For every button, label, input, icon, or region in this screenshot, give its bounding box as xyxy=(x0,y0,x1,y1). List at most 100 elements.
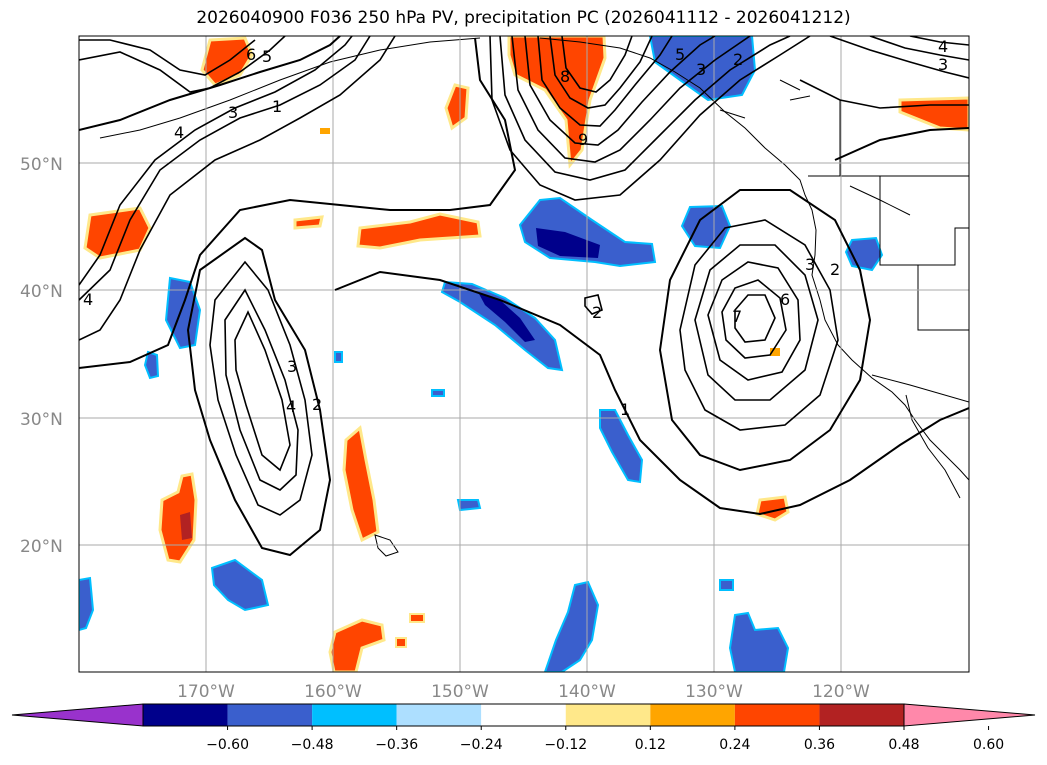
pv-contour-4 xyxy=(707,261,801,381)
pv-contour-2-small xyxy=(584,294,603,315)
contour-label: 1 xyxy=(620,400,630,419)
contour-label: 8 xyxy=(560,67,570,86)
pos-region xyxy=(320,128,330,134)
coastlines xyxy=(99,37,969,557)
contour-label: 6 xyxy=(246,45,256,64)
colorbar-tick-label: 0.36 xyxy=(804,737,835,753)
pv-contour-3 xyxy=(79,39,256,76)
contour-label: 3 xyxy=(228,103,238,122)
contour-label: 2 xyxy=(830,260,840,279)
pos-region xyxy=(293,215,324,230)
contour-label: 4 xyxy=(286,397,296,416)
pv-contour-1-ridge xyxy=(658,189,872,472)
colorbar-segment xyxy=(396,704,482,726)
neg-region xyxy=(728,611,790,672)
colorbar: −0.60 −0.48 −0.36 −0.24 −0.12 0.12 0.24 0.36 0.4… xyxy=(11,703,1036,753)
map-title: 2026040900 F036 250 hPa PV, precipitatio… xyxy=(196,8,851,28)
state-borders xyxy=(917,265,969,331)
contour-label: 5 xyxy=(675,45,685,64)
pv-contour-1 xyxy=(799,79,969,109)
colorbar-extend-high xyxy=(903,703,1036,727)
lon-label: 120°W xyxy=(812,682,870,702)
neg-region xyxy=(648,36,757,102)
pv-contour-2 xyxy=(679,219,839,431)
lon-label: 130°W xyxy=(685,682,743,702)
colorbar-tick-label: −0.24 xyxy=(460,737,503,753)
colorbar-tick-label: −0.48 xyxy=(291,737,334,753)
colorbar-segment xyxy=(481,704,566,726)
colorbar-segment xyxy=(650,704,735,726)
pv-contour-3 xyxy=(224,288,299,491)
pv-contour-8 xyxy=(561,36,633,93)
pv-contour-2 xyxy=(79,36,286,93)
pv-contour-1-trough xyxy=(186,236,332,557)
lon-label: 170°W xyxy=(177,682,235,702)
pv-contour-6 xyxy=(734,294,776,343)
pv-contour-3 xyxy=(694,244,819,401)
colorbar-tick-label: 0.60 xyxy=(973,737,1004,753)
pos-region xyxy=(755,495,790,522)
pos-region xyxy=(395,637,407,648)
pv-contour-2 xyxy=(79,36,371,301)
colorbar-tick-label: −0.12 xyxy=(544,737,587,753)
neg-region xyxy=(543,580,600,672)
contour-label: 6 xyxy=(780,290,790,309)
pv-contour-1 xyxy=(79,36,396,341)
neg-region xyxy=(456,499,482,512)
state-borders xyxy=(879,176,969,266)
contour-label: 4 xyxy=(174,123,184,142)
pos-region xyxy=(342,425,380,543)
contour-label: 3 xyxy=(805,255,815,274)
pos-region xyxy=(444,83,470,131)
lon-labels: 170°W 160°W 150°W 140°W 130°W 120°W xyxy=(177,682,870,702)
pv-contour-1 xyxy=(834,127,969,161)
neg-region xyxy=(79,576,95,632)
contour-label: 3 xyxy=(287,357,297,376)
pv-contour-3 xyxy=(869,36,969,61)
contour-label: 4 xyxy=(938,37,948,56)
pv-contour-4 xyxy=(909,36,969,46)
colorbar-tick-label: −0.60 xyxy=(206,737,249,753)
colorbar-segment xyxy=(312,704,397,726)
contour-label: 2 xyxy=(312,395,322,414)
contour-labels: 1 2 3 4 5 6 7 8 9 2 3 2 3 3 4 1 3 4 5 6 … xyxy=(83,37,948,419)
lon-label: 160°W xyxy=(304,682,362,702)
colorbar-frame xyxy=(142,703,905,727)
pv-contour-1 xyxy=(79,36,341,131)
colorbar-tick-label: 0.48 xyxy=(888,737,919,753)
negative-anomalies xyxy=(79,36,884,672)
contour-label: 1 xyxy=(272,97,282,116)
positive-anomalies xyxy=(83,36,969,672)
precip-shading xyxy=(79,36,969,672)
colorbar-segment xyxy=(819,704,904,726)
contour-label: 4 xyxy=(83,290,93,309)
pv-contour-5 xyxy=(524,36,716,146)
neg-region xyxy=(334,351,343,363)
neg-region xyxy=(143,350,160,380)
pv-contour-4 xyxy=(511,36,751,163)
baja-coastline xyxy=(905,394,961,499)
pos-region xyxy=(507,36,607,169)
contour-label: 2 xyxy=(733,50,743,69)
colorbar-extend-low xyxy=(11,703,144,727)
strong-neg-region xyxy=(478,292,535,342)
colorbar-segment xyxy=(143,704,228,726)
pv-contour-2 xyxy=(209,260,313,516)
pv-contour-1 xyxy=(79,37,517,369)
state-borders xyxy=(849,185,911,216)
pv-contour-3 xyxy=(499,36,791,181)
neg-region xyxy=(210,558,270,612)
lat-label: 20°N xyxy=(20,537,63,557)
pv-contours-inner xyxy=(79,36,969,516)
pv-contour-6 xyxy=(537,36,673,127)
neg-region xyxy=(431,389,445,397)
contour-label: 9 xyxy=(578,130,588,149)
contour-label: 2 xyxy=(592,303,602,322)
colorbar-tick-label: 0.12 xyxy=(635,737,666,753)
lat-label: 40°N xyxy=(20,282,63,302)
strong-neg-region xyxy=(536,228,600,258)
pv-contour-1 xyxy=(334,270,969,516)
contour-label: 3 xyxy=(938,55,948,74)
gridlines xyxy=(79,36,969,672)
